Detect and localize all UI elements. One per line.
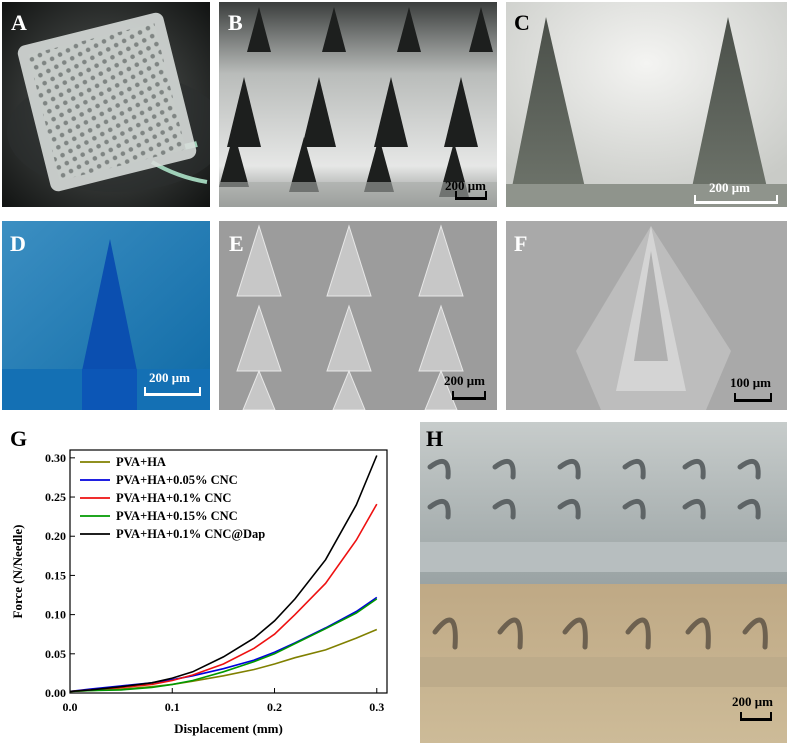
panel-b-label: B	[228, 10, 243, 35]
panel-f-scale: 100 μm	[730, 375, 771, 390]
series-line-5	[69, 455, 378, 693]
panel-a: A	[2, 2, 210, 207]
series-line-2	[69, 596, 378, 693]
y-tick-label: 0.10	[45, 608, 66, 622]
panel-c-scale: 200 μm	[709, 180, 750, 195]
panel-f: F 100 μm	[506, 221, 787, 410]
panel-h-photo	[420, 422, 787, 743]
x-tick-label: 0.1	[165, 700, 180, 714]
legend-entry: PVA+HA	[116, 455, 166, 469]
panel-a-label: A	[11, 10, 27, 35]
panel-d-photo	[2, 221, 210, 410]
series-line-4	[69, 598, 378, 693]
y-tick-label: 0.20	[45, 529, 66, 543]
y-tick-label: 0.00	[45, 686, 66, 700]
panel-c-photo	[506, 2, 787, 207]
x-tick-label: 0.0	[63, 700, 78, 714]
legend-entry: PVA+HA+0.05% CNC	[116, 473, 238, 487]
legend-entry: PVA+HA+0.1% CNC	[116, 491, 231, 505]
panel-b-photo	[219, 2, 497, 207]
panel-h-scale: 200 μm	[732, 694, 773, 709]
y-tick-label: 0.15	[45, 568, 66, 582]
panel-g: G 0.00 0.05 0.10 0.15 0.20 0.25 0.30 0.0 0.1 0.2 0…	[0, 422, 400, 745]
panel-f-photo	[506, 221, 787, 410]
panel-a-photo	[2, 2, 210, 207]
panel-e-scale: 200 μm	[444, 373, 485, 388]
panel-g-label: G	[10, 426, 28, 451]
panel-h: H 200 μm	[420, 422, 787, 743]
panel-f-label: F	[514, 231, 528, 256]
panel-d: D 200 μm	[2, 221, 210, 410]
y-tick-label: 0.25	[45, 490, 66, 504]
y-axis-label: Force (N/Needle)	[10, 525, 25, 619]
x-axis-label: Displacement (mm)	[174, 721, 283, 736]
legend-entry: PVA+HA+0.1% CNC@Dap	[116, 527, 265, 541]
panel-e: E 200 μm	[219, 221, 497, 410]
panel-e-photo	[219, 221, 497, 410]
series-line-1	[69, 628, 378, 693]
panel-b: B 200 μm	[219, 2, 497, 207]
panel-b-scale: 200 μm	[445, 178, 486, 193]
y-tick-label: 0.05	[45, 647, 66, 661]
x-tick-label: 0.3	[369, 700, 384, 714]
plot-frame	[69, 449, 388, 694]
panel-h-label: H	[426, 426, 444, 451]
panel-d-label: D	[10, 231, 26, 256]
x-tick-label: 0.2	[267, 700, 282, 714]
legend-entry: PVA+HA+0.15% CNC	[116, 509, 238, 523]
panel-e-label: E	[229, 231, 244, 256]
y-tick-label: 0.30	[45, 451, 66, 465]
panel-d-scale: 200 μm	[149, 370, 190, 385]
panel-c-label: C	[514, 10, 530, 35]
panel-c: C 200 μm	[506, 2, 787, 207]
force-displacement-chart: 0.00 0.05 0.10 0.15 0.20 0.25 0.30 0.0 0.1 0.2 0.3…	[10, 449, 388, 736]
